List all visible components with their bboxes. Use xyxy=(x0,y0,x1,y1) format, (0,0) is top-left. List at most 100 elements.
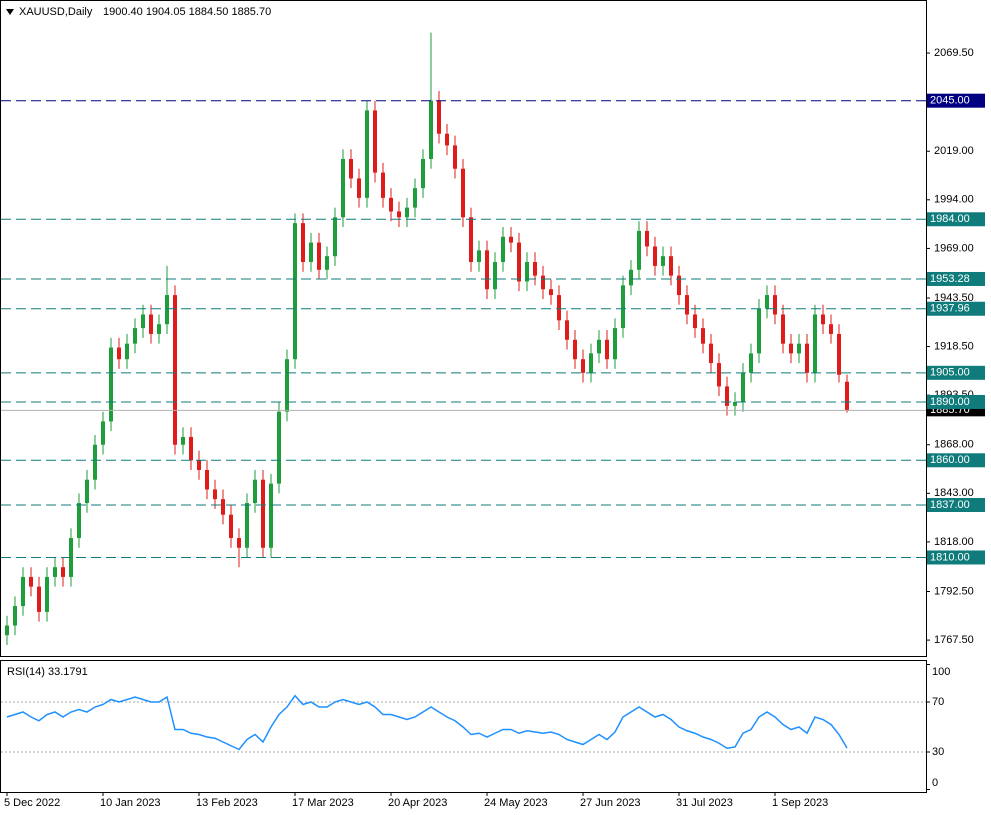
level-label: 1953.28 xyxy=(930,273,970,285)
x-tick-label: 24 May 2023 xyxy=(484,797,548,809)
candle-body xyxy=(493,262,497,290)
chart-title: XAUUSD,Daily xyxy=(19,6,93,18)
candle-body xyxy=(685,295,689,315)
candle-body xyxy=(277,411,281,484)
candle-body xyxy=(173,295,177,445)
candle-body xyxy=(269,483,273,548)
candle-body xyxy=(629,269,633,286)
candle-body xyxy=(229,514,233,539)
level-label: 1837.00 xyxy=(930,499,970,511)
candle-body xyxy=(565,320,569,340)
candle-body xyxy=(533,262,537,276)
candle-body xyxy=(221,499,225,515)
candle-body xyxy=(677,275,681,296)
candle-body xyxy=(765,295,769,309)
candle-body xyxy=(333,217,337,257)
menu-arrow[interactable] xyxy=(6,9,14,15)
candle-body xyxy=(845,381,849,411)
level-box xyxy=(927,497,985,512)
candle-body xyxy=(45,576,49,612)
rsi-panel xyxy=(0,660,927,793)
candle-body xyxy=(581,359,585,373)
candle-body xyxy=(53,567,57,577)
candle-body xyxy=(517,242,521,282)
candle-body xyxy=(557,295,561,321)
x-tick-label: 20 Apr 2023 xyxy=(388,797,447,809)
candle-body xyxy=(509,236,513,243)
candle-body xyxy=(413,188,417,208)
candle-body xyxy=(613,328,617,360)
rsi-tick-label: 100 xyxy=(932,666,950,678)
candle-body xyxy=(341,159,345,218)
candle-body xyxy=(541,275,545,290)
level-label: 1905.00 xyxy=(930,367,970,379)
y-tick-label: 2019.00 xyxy=(934,145,974,157)
candle-body xyxy=(5,625,9,636)
level-box xyxy=(927,550,985,565)
candle-body xyxy=(253,479,257,504)
x-tick-label: 17 Mar 2023 xyxy=(292,797,354,809)
level-box xyxy=(927,394,985,409)
candle-body xyxy=(381,172,385,198)
candle-body xyxy=(405,207,409,218)
candle-body xyxy=(181,436,185,445)
candle-body xyxy=(445,133,449,146)
candle-body xyxy=(301,223,305,263)
y-tick-label: 1843.00 xyxy=(934,487,974,499)
candle-body xyxy=(477,250,481,263)
candle-body xyxy=(669,256,673,276)
y-tick-label: 1943.50 xyxy=(934,292,974,304)
candle-body xyxy=(573,339,577,360)
y-tick-label: 2069.50 xyxy=(934,47,974,59)
candle-body xyxy=(813,314,817,373)
candle-body xyxy=(661,256,665,266)
candle-body xyxy=(605,339,609,360)
candle-body xyxy=(197,460,201,471)
x-tick-label: 31 Jul 2023 xyxy=(676,797,733,809)
level-label: 1890.00 xyxy=(930,396,970,408)
candle-body xyxy=(389,197,393,212)
candle-body xyxy=(293,223,297,360)
candle-body xyxy=(829,324,833,334)
level-box xyxy=(927,271,985,286)
candle-body xyxy=(637,230,641,270)
candle-body xyxy=(725,386,729,406)
rsi-tick-label: 30 xyxy=(932,746,944,758)
candle-body xyxy=(213,489,217,500)
candle-body xyxy=(29,576,33,587)
candle-body xyxy=(165,295,169,325)
quote: 1900.40 1904.05 1884.50 1885.70 xyxy=(103,6,271,18)
candle-body xyxy=(589,353,593,373)
rsi-title: RSI(14) 33.1791 xyxy=(7,666,88,678)
candle-body xyxy=(821,314,825,325)
level-label: 1860.00 xyxy=(930,454,970,466)
candle-body xyxy=(309,242,313,263)
candle-body xyxy=(245,503,249,548)
candle-body xyxy=(117,347,121,360)
y-tick-label: 1818.00 xyxy=(934,536,974,548)
candle-body xyxy=(549,289,553,296)
candle-body xyxy=(701,328,705,344)
level-label: 1810.00 xyxy=(930,551,970,563)
candle-body xyxy=(109,347,113,422)
rsi-line xyxy=(6,694,848,751)
level-label: 2045.00 xyxy=(930,95,970,107)
candle-body xyxy=(285,359,289,412)
level-box xyxy=(927,93,985,108)
rsi-tick-label: 0 xyxy=(932,777,938,789)
candle-body xyxy=(21,576,25,607)
candle-body xyxy=(93,444,97,480)
y-tick-label: 1767.50 xyxy=(934,634,974,646)
candle-body xyxy=(101,421,105,445)
candle-body xyxy=(325,256,329,270)
candle-body xyxy=(773,295,777,315)
candle-body xyxy=(261,479,265,548)
level-box xyxy=(927,453,985,468)
candle-body xyxy=(741,372,745,402)
candle-body xyxy=(13,606,17,626)
level-box xyxy=(927,212,985,227)
candle-body xyxy=(37,586,41,612)
level-box xyxy=(927,365,985,380)
candle-body xyxy=(157,324,161,334)
candle-body xyxy=(437,100,441,134)
